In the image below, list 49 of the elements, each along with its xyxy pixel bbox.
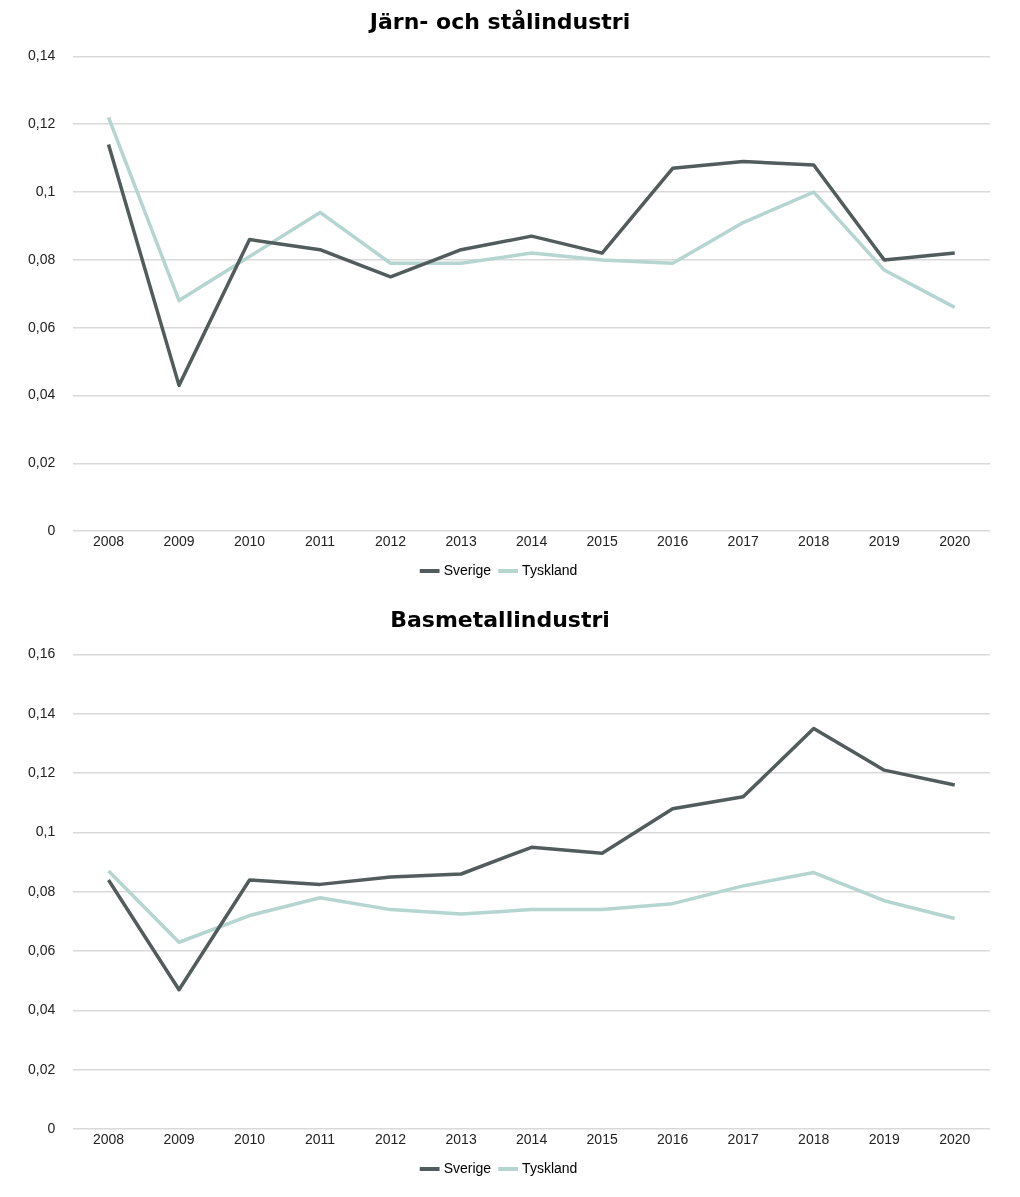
x-tick-label: 2012 [375,1131,407,1148]
x-tick-label: 2009 [163,1131,195,1148]
y-tick-label: 0,14 [28,47,56,64]
chart-title: Järn- och stålindustri [367,8,631,34]
x-tick-label: 2010 [233,1131,266,1148]
legend-label: Sverige [443,561,492,578]
x-tick-label: 2010 [233,533,266,550]
y-tick-label: 0,08 [28,250,56,267]
x-tick-label: 2013 [445,1131,477,1148]
x-tick-label: 2015 [586,533,618,550]
x-tick-label: 2017 [727,533,759,550]
x-tick-label: 2009 [163,533,195,550]
x-tick-label: 2011 [305,533,336,550]
y-tick-label: 0,04 [28,386,56,403]
x-tick-label: 2018 [798,1131,830,1148]
y-tick-label: 0,04 [28,1001,56,1018]
x-tick-label: 2013 [445,533,477,550]
x-tick-label: 2014 [516,533,548,550]
y-tick-label: 0,08 [28,882,56,899]
legend-label: Tyskland [522,561,578,578]
y-tick-label: 0 [47,522,56,539]
x-tick-label: 2014 [516,1131,548,1148]
y-tick-label: 0,12 [28,763,56,780]
y-tick-label: 0,1 [35,182,56,199]
x-tick-label: 2019 [868,1131,900,1148]
x-tick-label: 2011 [305,1131,336,1148]
y-tick-label: 0,02 [28,454,56,471]
y-tick-label: 0,16 [28,645,56,662]
legend-label: Tyskland [522,1159,578,1176]
x-tick-label: 2020 [939,1131,971,1148]
y-tick-label: 0,06 [28,942,56,959]
x-tick-label: 2015 [586,1131,618,1148]
y-tick-label: 0,14 [28,704,56,721]
y-tick-label: 0 [47,1120,56,1137]
x-tick-label: 2017 [727,1131,759,1148]
x-tick-label: 2018 [798,533,830,550]
x-tick-label: 2016 [657,1131,689,1148]
legend-label: Sverige [443,1159,492,1176]
x-tick-label: 2016 [657,533,689,550]
chart-title: Basmetallindustri [390,606,610,632]
x-tick-label: 2008 [92,1131,125,1148]
y-tick-label: 0,06 [28,318,56,335]
y-tick-label: 0,12 [28,115,56,132]
x-tick-label: 2008 [92,533,125,550]
x-tick-label: 2012 [375,533,407,550]
y-tick-label: 0,1 [35,823,56,840]
y-tick-label: 0,02 [28,1060,56,1077]
x-tick-label: 2020 [939,533,971,550]
x-tick-label: 2019 [868,533,900,550]
